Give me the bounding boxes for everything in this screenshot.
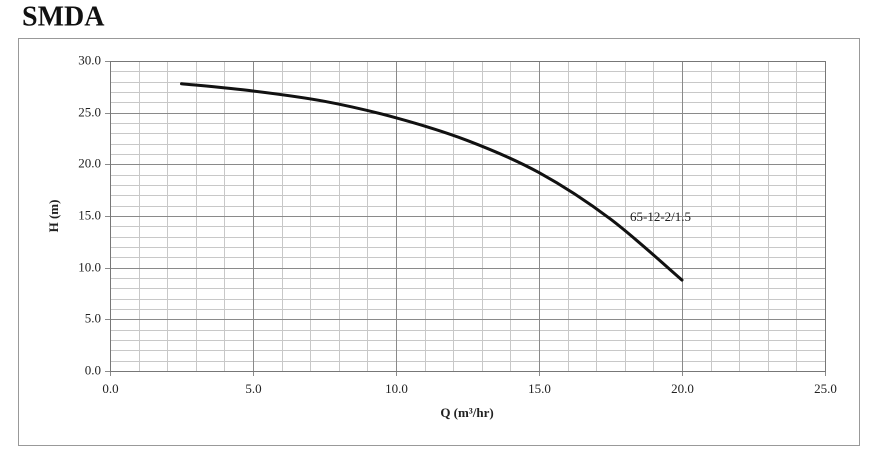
x-axis-label: Q (m³/hr)	[440, 405, 493, 420]
y-tick-label: 15.0	[78, 207, 101, 222]
x-tick-label: 0.0	[102, 381, 118, 396]
x-tick-label: 15.0	[528, 381, 551, 396]
y-tick-label: 20.0	[78, 155, 101, 170]
x-tick-label: 25.0	[814, 381, 837, 396]
y-axis-label: H (m)	[46, 200, 61, 233]
plot-border	[110, 61, 826, 372]
y-tick-label: 5.0	[85, 310, 101, 325]
x-tick-label: 20.0	[671, 381, 694, 396]
x-tick-label: 10.0	[385, 381, 408, 396]
y-tick-label: 25.0	[78, 104, 101, 119]
y-tick-label: 10.0	[78, 259, 101, 274]
series-line	[180, 82, 684, 282]
y-tick-label: 0.0	[85, 362, 101, 377]
x-tick-label: 5.0	[245, 381, 261, 396]
series-label: 65-12-2/1.5	[630, 209, 691, 224]
y-tick-label: 30.0	[78, 52, 101, 67]
chart-title: SMDA	[22, 1, 105, 32]
